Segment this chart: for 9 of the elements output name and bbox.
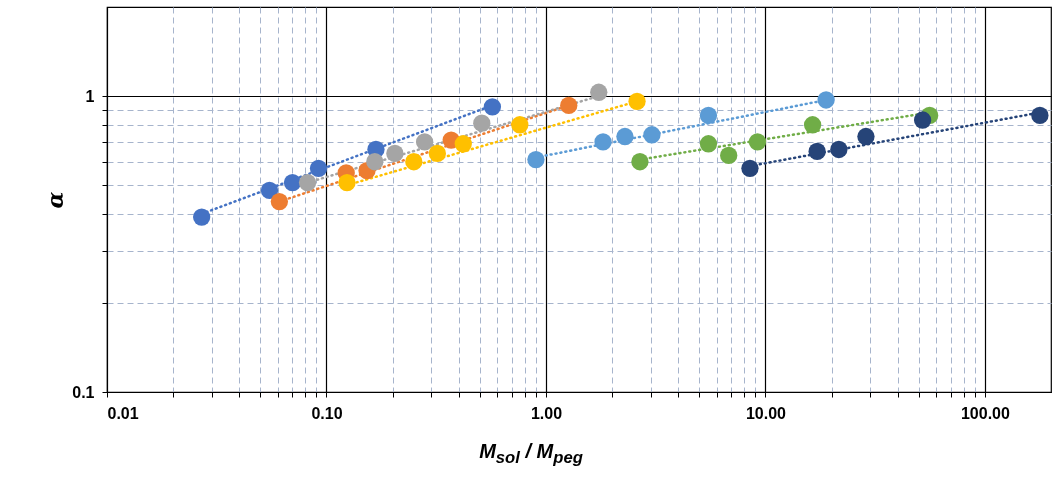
x-tick-label: 0.10 [311,404,343,422]
x-tick-label: 1.00 [530,404,563,422]
y-tick-label: 0.1 [72,383,95,401]
y-tick-label: 1 [85,87,95,105]
x-tick-label: 100.00 [960,404,1010,422]
x-tick-label: 0.01 [107,404,139,422]
x-axis-title: M$_{sol}$ / M$_{peg}$ [478,440,584,468]
y-axis-title: α [42,191,69,209]
x-tick-label: 10.00 [745,404,787,422]
